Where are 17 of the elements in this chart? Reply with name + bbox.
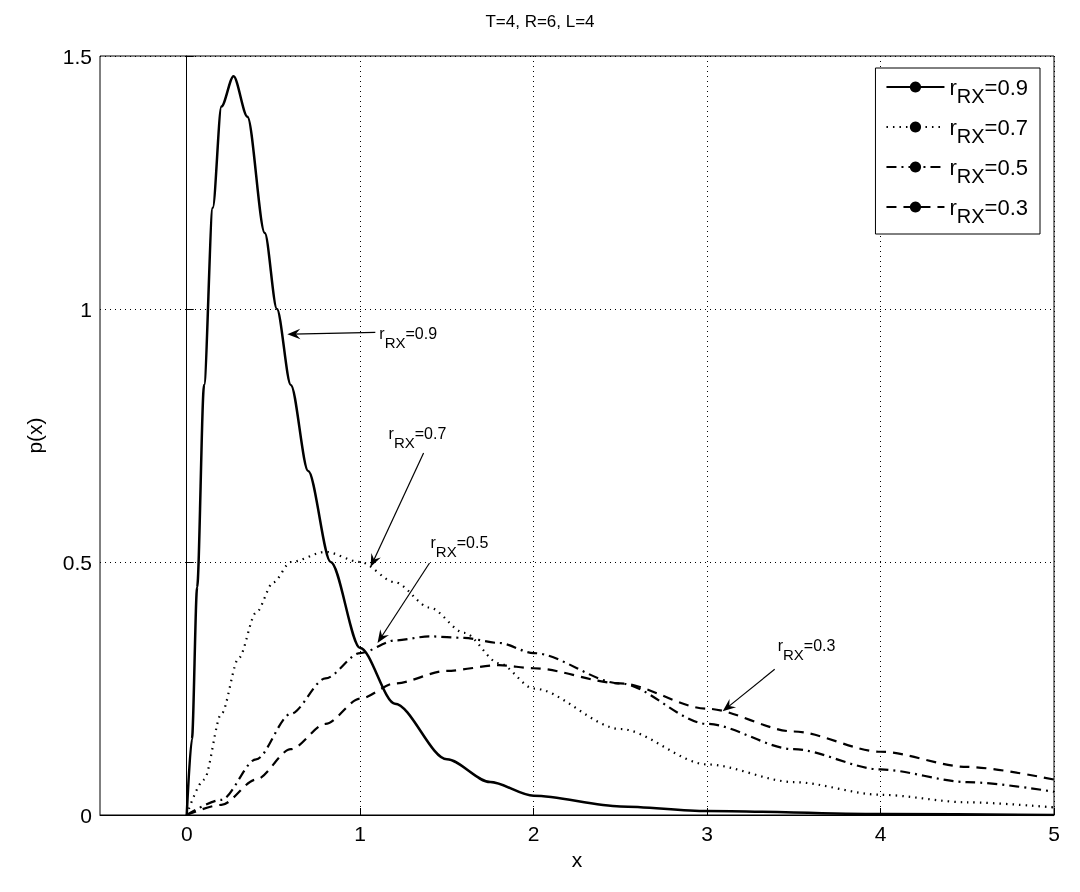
x-tick-label: 1	[354, 822, 367, 845]
legend-label: rRX=0.5	[949, 154, 1029, 187]
x-tick-label: 0	[180, 822, 193, 845]
y-tick-label: 1	[80, 297, 92, 321]
y-axis-title: p(x)	[23, 417, 46, 454]
x-tick-label: 3	[701, 822, 713, 845]
x-tick-label: 5	[1048, 822, 1060, 845]
y-tick-label: 0	[80, 803, 92, 827]
x-tick-label: 4	[874, 822, 887, 845]
legend-label: rRX=0.3	[949, 194, 1029, 227]
chart-title: T=4, R=6, L=4	[485, 12, 595, 31]
legend-label: rRX=0.9	[949, 74, 1029, 107]
y-tick-label: 1.5	[62, 44, 92, 68]
x-axis-title: x	[571, 847, 583, 871]
x-tick-label: 2	[527, 822, 540, 845]
y-tick-label: 0.5	[62, 550, 92, 574]
legend-label: rRX=0.7	[949, 114, 1029, 147]
